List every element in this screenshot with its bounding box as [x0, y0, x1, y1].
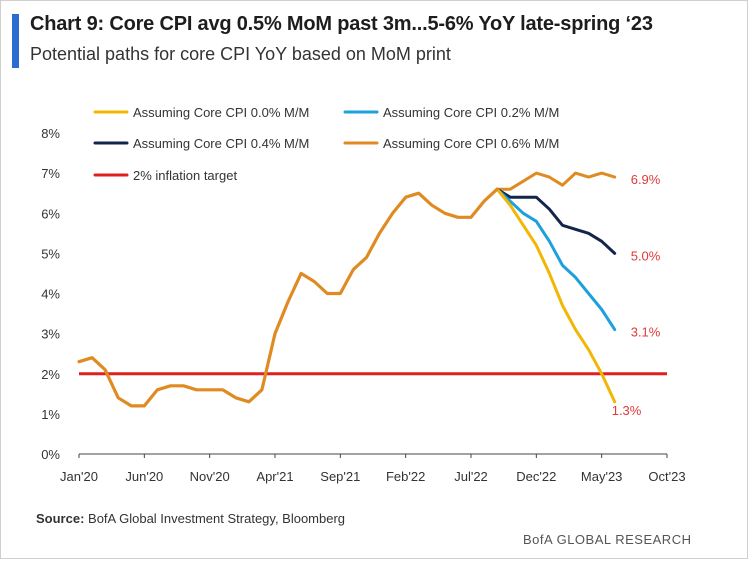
legend-label-s0: Assuming Core CPI 0.0% M/M [133, 105, 309, 120]
legend-label-s2: Assuming Core CPI 0.2% M/M [383, 105, 559, 120]
chart-subtitle: Potential paths for core CPI YoY based o… [30, 44, 451, 64]
y-tick-label: 0% [41, 447, 60, 462]
end-label-s6: 6.9% [631, 172, 661, 187]
x-tick-label: Apr'21 [256, 469, 293, 484]
y-tick-label: 5% [41, 246, 60, 261]
x-tick-label: Oct'23 [648, 469, 685, 484]
y-tick-label: 4% [41, 287, 60, 302]
source-text: BofA Global Investment Strategy, Bloombe… [88, 511, 346, 526]
legend-label-s4: Assuming Core CPI 0.4% M/M [133, 136, 309, 151]
end-label-s0: 1.3% [612, 403, 642, 418]
x-tick-label: Jun'20 [125, 469, 163, 484]
x-tick-label: Nov'20 [190, 469, 230, 484]
x-tick-label: Dec'22 [516, 469, 556, 484]
y-tick-label: 8% [41, 126, 60, 141]
chart-title: Chart 9: Core CPI avg 0.5% MoM past 3m..… [30, 13, 653, 35]
y-tick-label: 3% [41, 327, 60, 342]
series-line-historical [77, 187, 499, 408]
end-labels: 1.3% 3.1% 5.0% 6.9% [612, 172, 661, 418]
series-layer [77, 171, 667, 408]
x-tick-label: Jan'20 [60, 469, 98, 484]
y-axis: 0% 1% 2% 3% 4% 5% 6% 7% 8% [41, 126, 60, 462]
title-accent-bar [12, 14, 19, 68]
brand-watermark: BofA GLOBAL RESEARCH [523, 532, 692, 547]
y-tick-label: 6% [41, 206, 60, 221]
end-label-s4: 5.0% [631, 248, 661, 263]
y-tick-label: 7% [41, 166, 60, 181]
source-line: Source: BofA Global Investment Strategy,… [36, 511, 345, 526]
series-line-s0 [495, 187, 617, 404]
x-tick-label: May'23 [581, 469, 623, 484]
x-tick-label: Sep'21 [320, 469, 360, 484]
legend: Assuming Core CPI 0.0% M/M Assuming Core … [93, 105, 559, 183]
y-tick-label: 1% [41, 407, 60, 422]
y-tick-label: 2% [41, 367, 60, 382]
source-label: Source: [36, 511, 85, 526]
x-axis: Jan'20 Jun'20 Nov'20 Apr'21 Sep'21 Feb'22 Jul'… [60, 453, 686, 484]
end-label-s2: 3.1% [631, 325, 661, 340]
series-line-s4 [495, 187, 617, 255]
x-tick-label: Jul'22 [454, 469, 488, 484]
series-line-s6 [495, 171, 617, 191]
series-line-s2 [495, 187, 617, 332]
x-tick-label: Feb'22 [386, 469, 425, 484]
legend-label-target: 2% inflation target [133, 168, 237, 183]
legend-label-s6: Assuming Core CPI 0.6% M/M [383, 136, 559, 151]
